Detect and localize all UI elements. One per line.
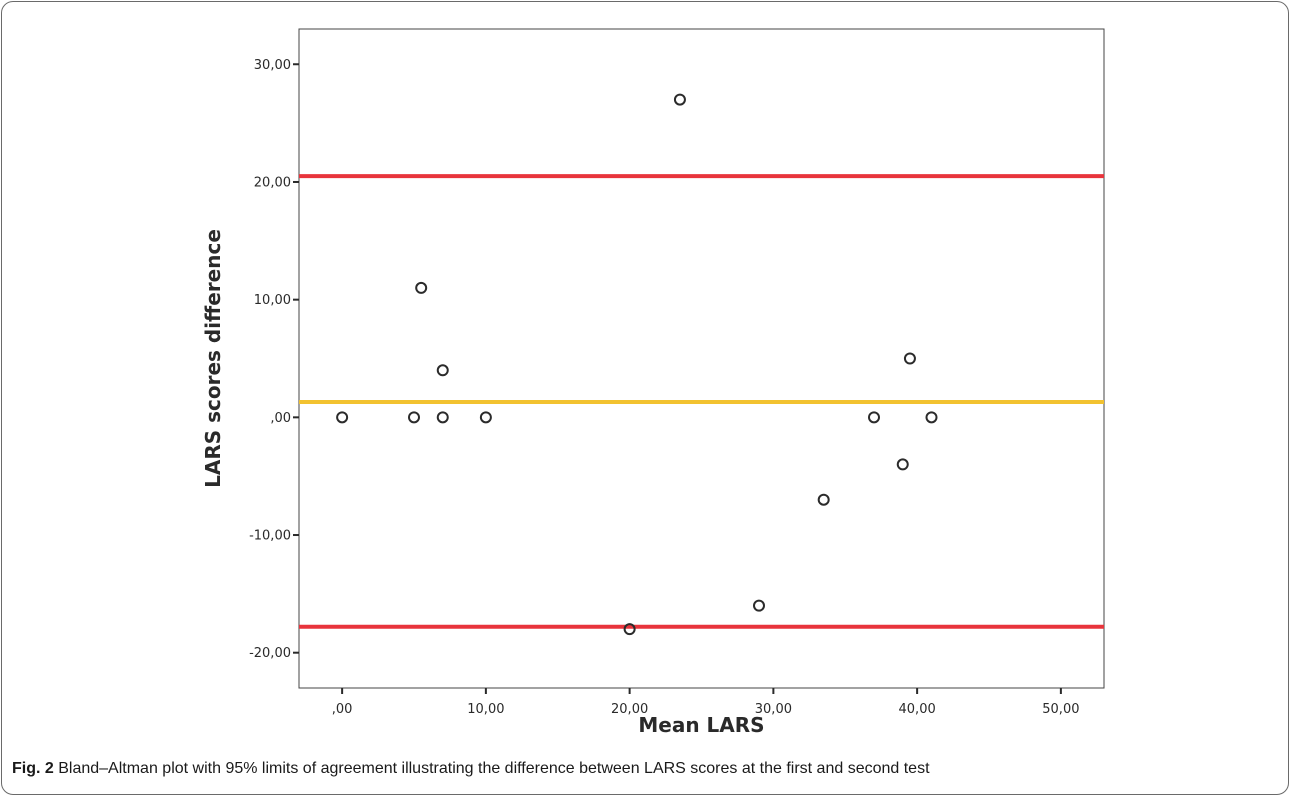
x-tick-label: 40,00 [899, 702, 936, 717]
data-point [896, 458, 909, 471]
figure-caption: Fig. 2 Bland–Altman plot with 95% limits… [12, 760, 1282, 778]
data-point [817, 493, 830, 506]
data-point [336, 411, 349, 424]
reference-lines [299, 174, 1104, 629]
x-tick-label: 30,00 [755, 702, 792, 717]
figure-caption-text: Bland–Altman plot with 95% limits of agr… [58, 760, 930, 777]
bland-altman-chart: -20,00 -10,00 ,00 10,00 20,00 30,00 ,00 10,00 2… [201, 28, 1105, 737]
data-point [436, 411, 449, 424]
y-tick-label: -20,00 [249, 646, 291, 661]
y-tick-label: 10,00 [254, 293, 291, 308]
x-axis-title: Mean LARS [638, 713, 764, 737]
data-points [336, 93, 938, 636]
data-point [868, 411, 880, 424]
y-tick-label: -10,00 [249, 529, 291, 544]
data-point [925, 411, 938, 424]
data-point [903, 352, 916, 365]
data-point [436, 364, 449, 377]
y-axis-title: LARS scores difference [201, 229, 225, 488]
plot-area [298, 28, 1105, 689]
data-point [673, 93, 686, 106]
y-tick-label: 30,00 [254, 58, 291, 73]
y-tick-label: ,00 [270, 411, 291, 426]
data-point [623, 623, 636, 636]
data-point [479, 411, 492, 424]
x-axis: ,00 10,00 20,00 30,00 40,00 50,00 [332, 688, 1079, 717]
data-point [753, 599, 765, 612]
x-tick-label: ,00 [332, 702, 353, 717]
data-point [415, 281, 428, 294]
x-tick-label: 50,00 [1042, 702, 1079, 717]
y-tick-label: 20,00 [254, 175, 291, 190]
x-tick-label: 10,00 [467, 702, 504, 717]
figure-label: Fig. 2 [12, 760, 54, 777]
x-tick-label: 20,00 [611, 702, 648, 717]
data-point [408, 411, 420, 424]
y-axis: -20,00 -10,00 ,00 10,00 20,00 30,00 [249, 58, 299, 661]
